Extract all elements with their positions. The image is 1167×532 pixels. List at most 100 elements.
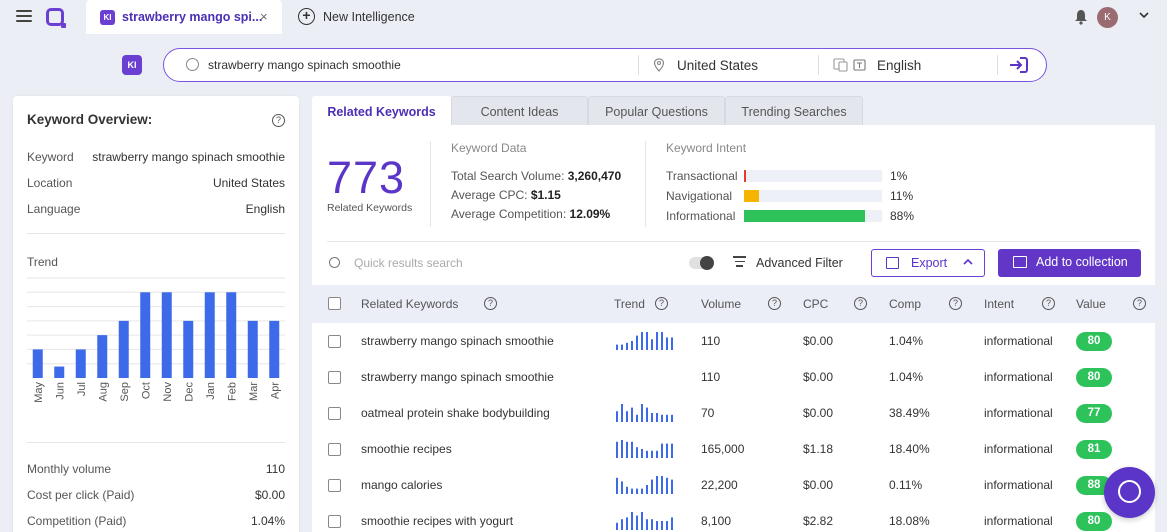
trend-tick-label: Feb xyxy=(226,382,238,401)
column-header-trend[interactable]: Trend xyxy=(614,297,645,311)
sparkline-bar xyxy=(641,449,643,458)
overview-value: strawberry mango spinach smoothie xyxy=(92,150,285,164)
table-row[interactable]: mango calories 22,200 $0.00 0.11% inform… xyxy=(312,468,1155,504)
sparkline-bar xyxy=(636,488,638,494)
tab-trending-searches[interactable]: Trending Searches xyxy=(725,96,863,126)
intent-bar-navigational xyxy=(744,190,760,202)
help-icon[interactable]: ? xyxy=(949,297,962,310)
notification-bell-icon[interactable] xyxy=(1074,9,1088,25)
chat-support-button[interactable] xyxy=(1104,467,1155,518)
location-select[interactable]: United States xyxy=(677,58,759,73)
column-header-cpc[interactable]: CPC xyxy=(803,297,829,311)
trend-bar-jun xyxy=(54,366,65,378)
top-bar: KI strawberry mango spi... × + New Intel… xyxy=(0,0,1167,34)
sparkline-bar xyxy=(616,441,618,458)
sparkline-bar xyxy=(661,414,663,422)
help-icon[interactable]: ? xyxy=(272,114,285,127)
help-icon[interactable]: ? xyxy=(655,297,668,310)
keyword-cell[interactable]: oatmeal protein shake bodybuilding xyxy=(361,406,550,420)
export-button[interactable]: Export xyxy=(871,249,985,277)
keyword-cell[interactable]: mango calories xyxy=(361,478,443,492)
hamburger-menu-icon[interactable] xyxy=(16,10,32,23)
keyword-cell[interactable]: smoothie recipes with yogurt xyxy=(361,514,514,528)
overview-value: United States xyxy=(212,176,285,190)
table-row[interactable]: oatmeal protein shake bodybuilding 70 $0… xyxy=(312,396,1155,432)
sparkline-bar xyxy=(631,488,633,494)
keyword-cell[interactable]: smoothie recipes xyxy=(361,442,452,456)
advanced-filter-button[interactable]: Advanced Filter xyxy=(756,256,843,270)
toggle-switch[interactable] xyxy=(689,256,714,270)
keyword-input[interactable]: strawberry mango spinach smoothie xyxy=(208,58,401,72)
sparkline-bar xyxy=(621,344,623,350)
tab-close-icon[interactable]: × xyxy=(260,9,268,24)
table-row[interactable]: smoothie recipes 165,000 $1.18 18.40% in… xyxy=(312,432,1155,468)
column-header-intent[interactable]: Intent xyxy=(984,297,1015,311)
volume-cell: 8,100 xyxy=(701,514,732,528)
row-checkbox[interactable] xyxy=(328,371,341,384)
add-to-collection-button[interactable]: Add to collection xyxy=(998,249,1141,277)
table-row[interactable]: smoothie recipes with yogurt 8,100 $2.82… xyxy=(312,504,1155,532)
intent-cell: informational xyxy=(984,514,1053,528)
select-all-checkbox[interactable] xyxy=(328,297,341,310)
total-volume-label: Total Search Volume: xyxy=(451,169,565,183)
comp-cell: 18.08% xyxy=(889,514,930,528)
overview-row-keyword: Keyword strawberry mango spinach smoothi… xyxy=(27,150,285,166)
divider xyxy=(27,442,285,443)
average-cpc: Average CPC: $1.15 xyxy=(451,188,561,202)
cpc-cell: $1.18 xyxy=(803,442,834,456)
average-competition: Average Competition: 12.09% xyxy=(451,207,610,221)
app-logo-icon[interactable] xyxy=(46,8,66,28)
row-checkbox[interactable] xyxy=(328,335,341,348)
sparkline-bar xyxy=(641,332,643,350)
overview-key: Keyword xyxy=(27,150,74,164)
volume-cell: 110 xyxy=(701,334,721,348)
keyword-cell[interactable]: strawberry mango spinach smoothie xyxy=(361,334,554,348)
quick-results-search-input[interactable] xyxy=(354,255,654,271)
volume-cell: 110 xyxy=(701,370,721,384)
trend-tick-label: Dec xyxy=(183,382,195,402)
tab-popular-questions[interactable]: Popular Questions xyxy=(588,96,725,126)
table-row[interactable]: strawberry mango spinach smoothie 110 $0… xyxy=(312,324,1155,360)
trend-label: Trend xyxy=(27,255,58,269)
column-header-keyword[interactable]: Related Keywords xyxy=(361,297,459,311)
search-submit-icon[interactable] xyxy=(1008,55,1030,75)
plus-circle-icon: + xyxy=(298,8,315,25)
total-volume-value: 3,260,470 xyxy=(567,169,622,183)
sparkline-bar xyxy=(626,342,628,350)
keyword-cell[interactable]: strawberry mango spinach smoothie xyxy=(361,370,554,384)
divider xyxy=(645,141,646,227)
sparkline-bar xyxy=(651,479,653,494)
sparkline-bar xyxy=(626,517,628,530)
column-header-comp[interactable]: Comp xyxy=(889,297,922,311)
row-checkbox[interactable] xyxy=(328,443,341,456)
help-icon[interactable]: ? xyxy=(1133,297,1146,310)
row-checkbox[interactable] xyxy=(328,479,341,492)
row-checkbox[interactable] xyxy=(328,407,341,420)
trend-tick-label: Jul xyxy=(76,382,88,396)
user-avatar[interactable]: K xyxy=(1097,7,1118,28)
sparkline-bar xyxy=(616,522,618,530)
translate-icon xyxy=(833,58,866,72)
sparkline-bar xyxy=(631,441,633,458)
help-icon[interactable]: ? xyxy=(484,297,497,310)
column-header-value[interactable]: Value xyxy=(1076,297,1106,311)
account-chevron-down-icon[interactable] xyxy=(1138,9,1150,21)
sparkline-bar xyxy=(671,443,673,458)
intent-cell: informational xyxy=(984,442,1053,456)
help-icon[interactable]: ? xyxy=(854,297,867,310)
tab-content-ideas[interactable]: Content Ideas xyxy=(451,96,588,126)
sparkline-bar xyxy=(661,476,663,494)
overview-row-location: Location United States xyxy=(27,176,285,192)
sparkline-bar xyxy=(631,407,633,422)
row-checkbox[interactable] xyxy=(328,515,341,528)
trend-bar-jan xyxy=(204,292,215,378)
help-icon[interactable]: ? xyxy=(1042,297,1055,310)
language-select[interactable]: English xyxy=(877,58,922,73)
table-row[interactable]: strawberry mango spinach smoothie 110 $0… xyxy=(312,360,1155,396)
column-header-volume[interactable]: Volume xyxy=(701,297,742,311)
trend-tick-label: Aug xyxy=(97,382,109,402)
metric-row-cpc: Cost per click (Paid) $0.00 xyxy=(27,488,285,504)
tab-keyword-intelligence[interactable]: KI strawberry mango spi... × xyxy=(86,0,282,34)
tab-related-keywords[interactable]: Related Keywords xyxy=(312,96,451,126)
help-icon[interactable]: ? xyxy=(768,297,781,310)
